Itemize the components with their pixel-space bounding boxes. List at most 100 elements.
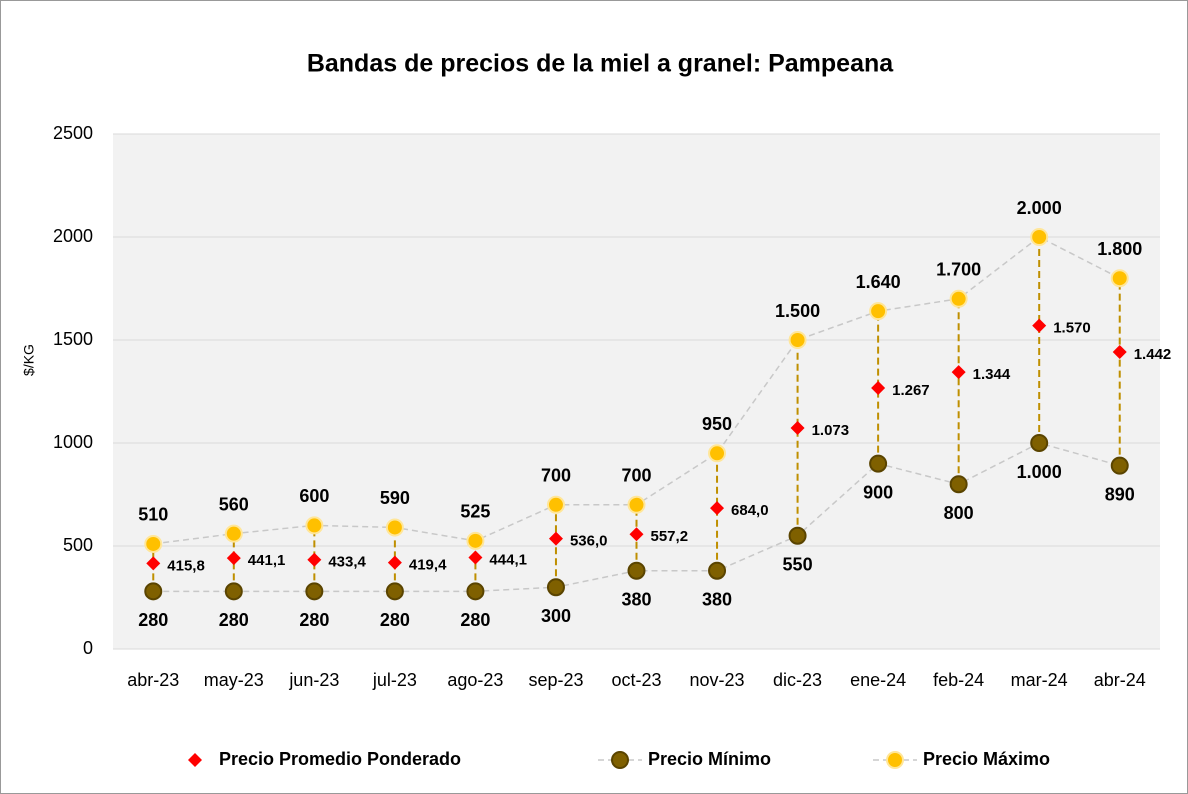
- point: [1110, 269, 1129, 288]
- point: [949, 475, 968, 494]
- point: [305, 582, 324, 601]
- data-label: 280: [460, 610, 490, 630]
- point: [548, 531, 563, 546]
- point: [305, 516, 324, 535]
- point: [1030, 434, 1049, 452]
- x-tick-label: nov-23: [690, 670, 745, 690]
- y-axis-label: $/KG: [21, 344, 37, 376]
- point: [387, 555, 402, 570]
- y-tick-label: 0: [83, 638, 93, 658]
- data-label: 380: [702, 589, 732, 609]
- data-label: 1.344: [973, 366, 1011, 383]
- data-label: 1.267: [892, 382, 930, 399]
- data-label: 2.000: [1017, 198, 1062, 218]
- data-label: 525: [460, 502, 490, 522]
- point: [1030, 228, 1049, 246]
- data-label: 510: [138, 505, 168, 525]
- data-label: 700: [541, 466, 571, 486]
- x-tick-label: sep-23: [528, 670, 583, 690]
- point: [385, 582, 404, 601]
- point: [1112, 344, 1127, 359]
- point: [708, 444, 727, 463]
- data-label: 441,1: [248, 552, 286, 569]
- point: [144, 534, 163, 553]
- data-label: 300: [541, 606, 571, 626]
- point: [1110, 456, 1129, 475]
- data-label: 1.500: [775, 301, 820, 321]
- x-tick-label: abr-23: [127, 670, 179, 690]
- x-tick-label: dic-23: [773, 670, 822, 690]
- data-label: 280: [138, 610, 168, 630]
- data-label: 560: [219, 494, 249, 514]
- data-label: 950: [702, 414, 732, 434]
- data-label: 1.073: [812, 422, 850, 439]
- point: [466, 531, 485, 550]
- legend-label: Precio Promedio Ponderado: [219, 749, 461, 769]
- x-tick-label: mar-24: [1011, 670, 1068, 690]
- legend-marker: [886, 751, 904, 769]
- data-label: 1.700: [936, 260, 981, 280]
- x-tick-label: may-23: [204, 670, 264, 690]
- point: [790, 420, 805, 435]
- legend-label: Precio Mínimo: [648, 749, 771, 769]
- data-label: 557,2: [651, 528, 689, 545]
- chart-title: Bandas de precios de la miel a granel: P…: [307, 50, 894, 78]
- y-tick-label: 1500: [53, 329, 93, 349]
- data-label: 700: [621, 466, 651, 486]
- data-label: 900: [863, 482, 893, 502]
- data-label: 1.570: [1053, 320, 1091, 337]
- data-label: 800: [944, 503, 974, 523]
- point: [546, 578, 565, 597]
- point: [224, 524, 243, 543]
- data-label: 1.442: [1134, 346, 1172, 363]
- y-tick-label: 1000: [53, 432, 93, 452]
- data-label: 444,1: [489, 551, 527, 568]
- data-label: 590: [380, 488, 410, 508]
- point: [385, 518, 404, 537]
- point: [224, 582, 243, 601]
- x-tick-label: jun-23: [288, 670, 339, 690]
- point: [146, 556, 161, 571]
- data-label: 433,4: [328, 554, 366, 571]
- point: [307, 552, 322, 567]
- point: [869, 454, 888, 473]
- data-label: 415,8: [167, 557, 205, 574]
- legend-marker: [611, 751, 629, 769]
- legend-label: Precio Máximo: [923, 749, 1050, 769]
- x-tick-label: ago-23: [447, 670, 503, 690]
- y-tick-label: 2500: [53, 123, 93, 143]
- data-label: 536,0: [570, 533, 608, 550]
- data-label: 684,0: [731, 502, 769, 519]
- point: [226, 551, 241, 566]
- legend-marker: [188, 753, 202, 767]
- data-label: 280: [380, 610, 410, 630]
- point: [871, 380, 886, 395]
- point: [627, 561, 646, 580]
- point: [951, 365, 966, 380]
- point: [627, 495, 646, 514]
- data-label: 890: [1105, 484, 1135, 504]
- data-label: 600: [299, 486, 329, 506]
- point: [788, 526, 807, 545]
- point: [466, 582, 485, 601]
- point: [949, 289, 968, 308]
- point: [546, 495, 565, 514]
- x-tick-label: jul-23: [372, 670, 417, 690]
- y-tick-label: 2000: [53, 226, 93, 246]
- point: [629, 527, 644, 542]
- point: [710, 501, 725, 516]
- data-label: 280: [219, 610, 249, 630]
- point: [144, 582, 163, 601]
- x-tick-label: ene-24: [850, 670, 906, 690]
- data-label: 1.000: [1017, 462, 1062, 482]
- data-label: 280: [299, 610, 329, 630]
- data-label: 1.800: [1097, 239, 1142, 259]
- point: [708, 561, 727, 580]
- data-label: 550: [783, 554, 813, 574]
- data-label: 1.640: [856, 272, 901, 292]
- x-tick-label: feb-24: [933, 670, 984, 690]
- data-label: 380: [621, 589, 651, 609]
- point: [788, 331, 807, 349]
- point: [1032, 318, 1047, 333]
